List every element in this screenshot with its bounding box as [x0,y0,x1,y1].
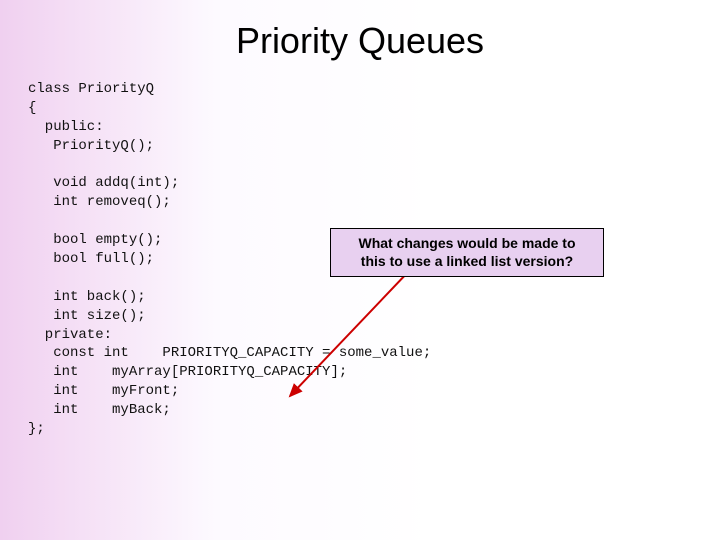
code-line: bool empty(); [28,232,162,248]
code-line: PriorityQ(); [28,138,154,154]
code-line: int myArray[PRIORITYQ_CAPACITY]; [28,364,347,380]
code-line: void addq(int); [28,175,179,191]
callout-box: What changes would be made to this to us… [330,228,604,277]
code-line: const int PRIORITYQ_CAPACITY = some_valu… [28,345,431,361]
code-line: int back(); [28,289,146,305]
callout-text-line: What changes would be made to [358,235,575,251]
code-line: bool full(); [28,251,154,267]
code-line: int size(); [28,308,146,324]
code-line: }; [28,421,45,437]
slide: Priority Queues class PriorityQ { public… [0,0,720,540]
code-line: class PriorityQ [28,81,154,97]
code-line: int removeq(); [28,194,171,210]
code-line: { [28,100,36,116]
code-line: int myFront; [28,383,179,399]
slide-title: Priority Queues [0,20,720,62]
callout-text-line: this to use a linked list version? [361,253,573,269]
code-line: private: [28,327,112,343]
code-line: int myBack; [28,402,171,418]
code-line: public: [28,119,104,135]
